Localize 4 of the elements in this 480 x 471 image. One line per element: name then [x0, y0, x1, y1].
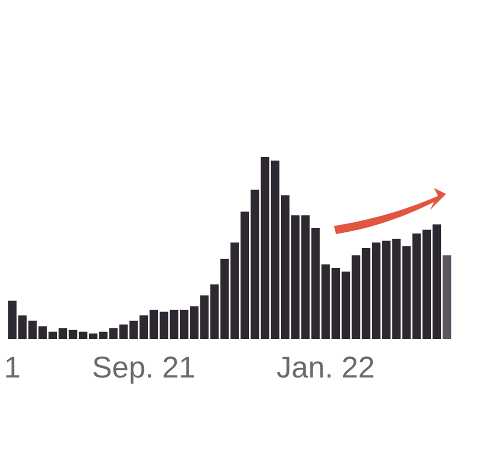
- x-tick-label: Jan. 22: [276, 351, 375, 384]
- x-tick-label: 1: [4, 351, 21, 384]
- bar: [442, 255, 452, 339]
- x-tick-label: Sep. 21: [92, 351, 196, 384]
